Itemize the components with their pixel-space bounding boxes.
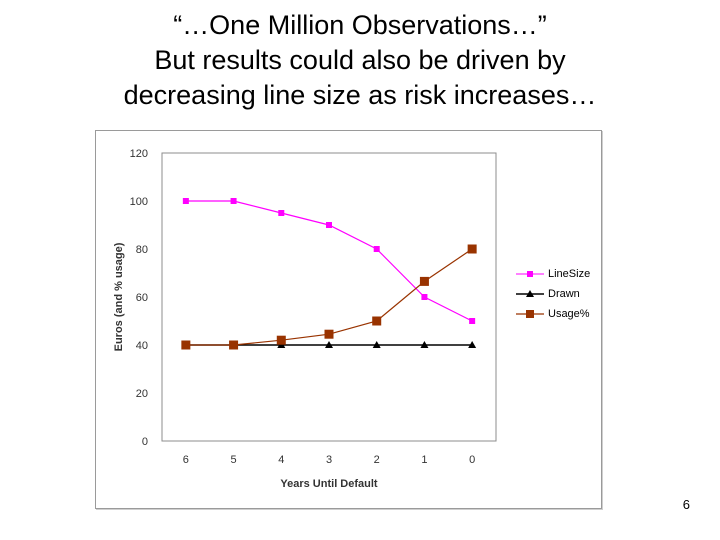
data-point-drawn bbox=[420, 341, 429, 348]
data-point-usage bbox=[276, 335, 286, 345]
y-tick-label: 120 bbox=[130, 148, 148, 160]
x-axis-title: Years Until Default bbox=[280, 478, 378, 490]
data-point-linesize bbox=[421, 294, 428, 300]
chart-legend: LineSize Drawn Usage% bbox=[508, 258, 598, 328]
x-tick-label: 5 bbox=[231, 454, 237, 466]
data-point-linesize bbox=[230, 198, 237, 204]
data-point-drawn bbox=[372, 341, 381, 348]
series-line-linesize bbox=[185, 200, 473, 322]
legend-item-drawn: Drawn bbox=[514, 284, 580, 304]
title-line-3: decreasing line size as risk increases… bbox=[123, 80, 597, 110]
title-line-1: “…One Million Observations…” bbox=[173, 10, 547, 40]
legend-item-linesize: LineSize bbox=[514, 264, 590, 284]
x-tick-label: 4 bbox=[278, 454, 284, 466]
y-tick-label: 0 bbox=[142, 436, 148, 448]
plot-area bbox=[161, 152, 497, 442]
y-tick-label: 60 bbox=[136, 292, 148, 304]
data-point-linesize bbox=[326, 222, 332, 228]
legend-swatch-drawn bbox=[516, 290, 544, 297]
data-point-usage bbox=[419, 276, 429, 286]
title-line-2: But results could also be driven by bbox=[154, 45, 566, 75]
y-tick-label: 40 bbox=[136, 340, 148, 352]
y-axis-title: Euros (and % usage) bbox=[113, 242, 125, 351]
legend-label-drawn: Drawn bbox=[548, 288, 580, 300]
legend-label-linesize: LineSize bbox=[548, 268, 591, 280]
y-tick-label: 100 bbox=[130, 196, 148, 208]
legend-swatch-usage bbox=[516, 310, 544, 318]
y-tick-label: 20 bbox=[136, 388, 148, 400]
data-point-usage bbox=[467, 244, 477, 254]
slide-title: “…One Million Observations…” But results… bbox=[0, 8, 720, 113]
data-point-linesize bbox=[278, 210, 285, 216]
data-point-usage bbox=[324, 329, 334, 339]
data-point-usage bbox=[372, 316, 382, 326]
x-tick-label: 2 bbox=[374, 454, 380, 466]
x-tick-label: 3 bbox=[326, 454, 332, 466]
legend-swatch-linesize bbox=[516, 271, 544, 277]
x-tick-label: 6 bbox=[183, 454, 189, 466]
legend-label-usage: Usage% bbox=[548, 308, 590, 320]
data-point-drawn bbox=[468, 341, 477, 348]
data-point-usage bbox=[181, 340, 191, 350]
chart-frame: 0 20 40 60 80 100 120 6 5 4 3 2 1 0 Years Until Defaul… bbox=[95, 130, 602, 509]
data-point-linesize bbox=[469, 318, 476, 324]
data-point-drawn bbox=[325, 341, 333, 348]
y-tick-label: 80 bbox=[136, 244, 148, 256]
page-number: 6 bbox=[682, 497, 690, 512]
data-point-usage bbox=[229, 340, 239, 350]
data-point-linesize bbox=[373, 246, 380, 252]
data-point-linesize bbox=[182, 198, 189, 204]
x-tick-label: 1 bbox=[421, 454, 427, 466]
x-tick-label: 0 bbox=[469, 454, 475, 466]
line-chart: 0 20 40 60 80 100 120 6 5 4 3 2 1 0 Years Until Defaul… bbox=[113, 148, 497, 490]
legend-item-usage: Usage% bbox=[514, 304, 590, 324]
